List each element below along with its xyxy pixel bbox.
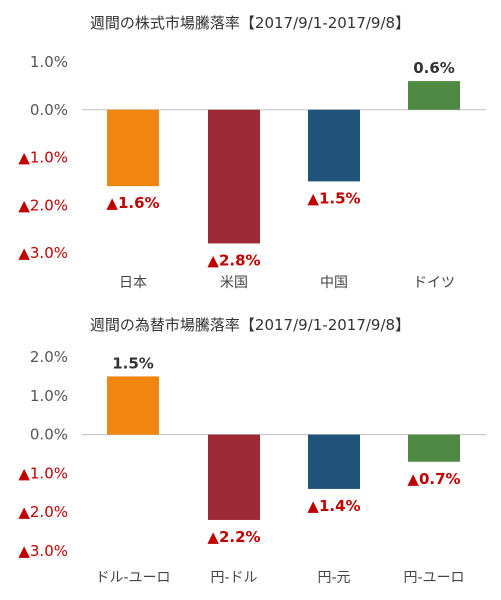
bar [408, 434, 460, 462]
y-tick-label: ▲3.0% [18, 244, 68, 262]
bar [208, 434, 260, 520]
bar [208, 109, 260, 244]
y-tick-label: ▲1.0% [18, 149, 68, 167]
data-label: ▲1.5% [307, 189, 360, 207]
y-tick-label: 1.0% [30, 53, 68, 71]
data-label: 0.6% [413, 59, 455, 77]
data-label: ▲0.7% [407, 470, 460, 488]
category-label: 中国 [320, 275, 348, 291]
y-tick-label: ▲3.0% [18, 542, 68, 560]
bar [308, 434, 360, 489]
bar [107, 376, 159, 435]
data-label: ▲2.8% [207, 251, 260, 269]
chart-title: 週間の株式市場騰落率【2017/9/1-2017/9/8】 [90, 14, 410, 32]
y-tick-label: 0.0% [30, 426, 68, 444]
data-label: ▲2.2% [207, 528, 260, 546]
y-tick-label: 2.0% [30, 348, 68, 366]
y-tick-label: 0.0% [30, 101, 68, 119]
fx-market-chart: 週間の為替市場騰落率【2017/9/1-2017/9/8】 2.0% 1.0% 0.… [18, 316, 486, 586]
category-label: ドル-ユーロ [95, 570, 170, 586]
category-label: ドイツ [413, 275, 455, 291]
bar [107, 109, 159, 187]
category-label: 日本 [119, 275, 147, 291]
bar [308, 109, 360, 182]
chart-title: 週間の為替市場騰落率【2017/9/1-2017/9/8】 [90, 316, 410, 334]
data-label: 1.5% [112, 354, 154, 372]
data-label: ▲1.6% [106, 194, 159, 212]
data-label: ▲1.4% [307, 497, 360, 515]
category-label: 円-ドル [210, 570, 257, 586]
bar [408, 81, 460, 110]
category-label: 円-元 [317, 570, 350, 586]
y-tick-label: ▲1.0% [18, 464, 68, 482]
stock-market-chart: 週間の株式市場騰落率【2017/9/1-2017/9/8】 1.0% 0.0% ▲1… [18, 14, 486, 291]
y-tick-label: ▲2.0% [18, 503, 68, 521]
y-tick-label: ▲2.0% [18, 196, 68, 214]
category-label: 米国 [220, 275, 248, 291]
category-label: 円-ユーロ [403, 570, 464, 586]
y-tick-label: 1.0% [30, 387, 68, 405]
